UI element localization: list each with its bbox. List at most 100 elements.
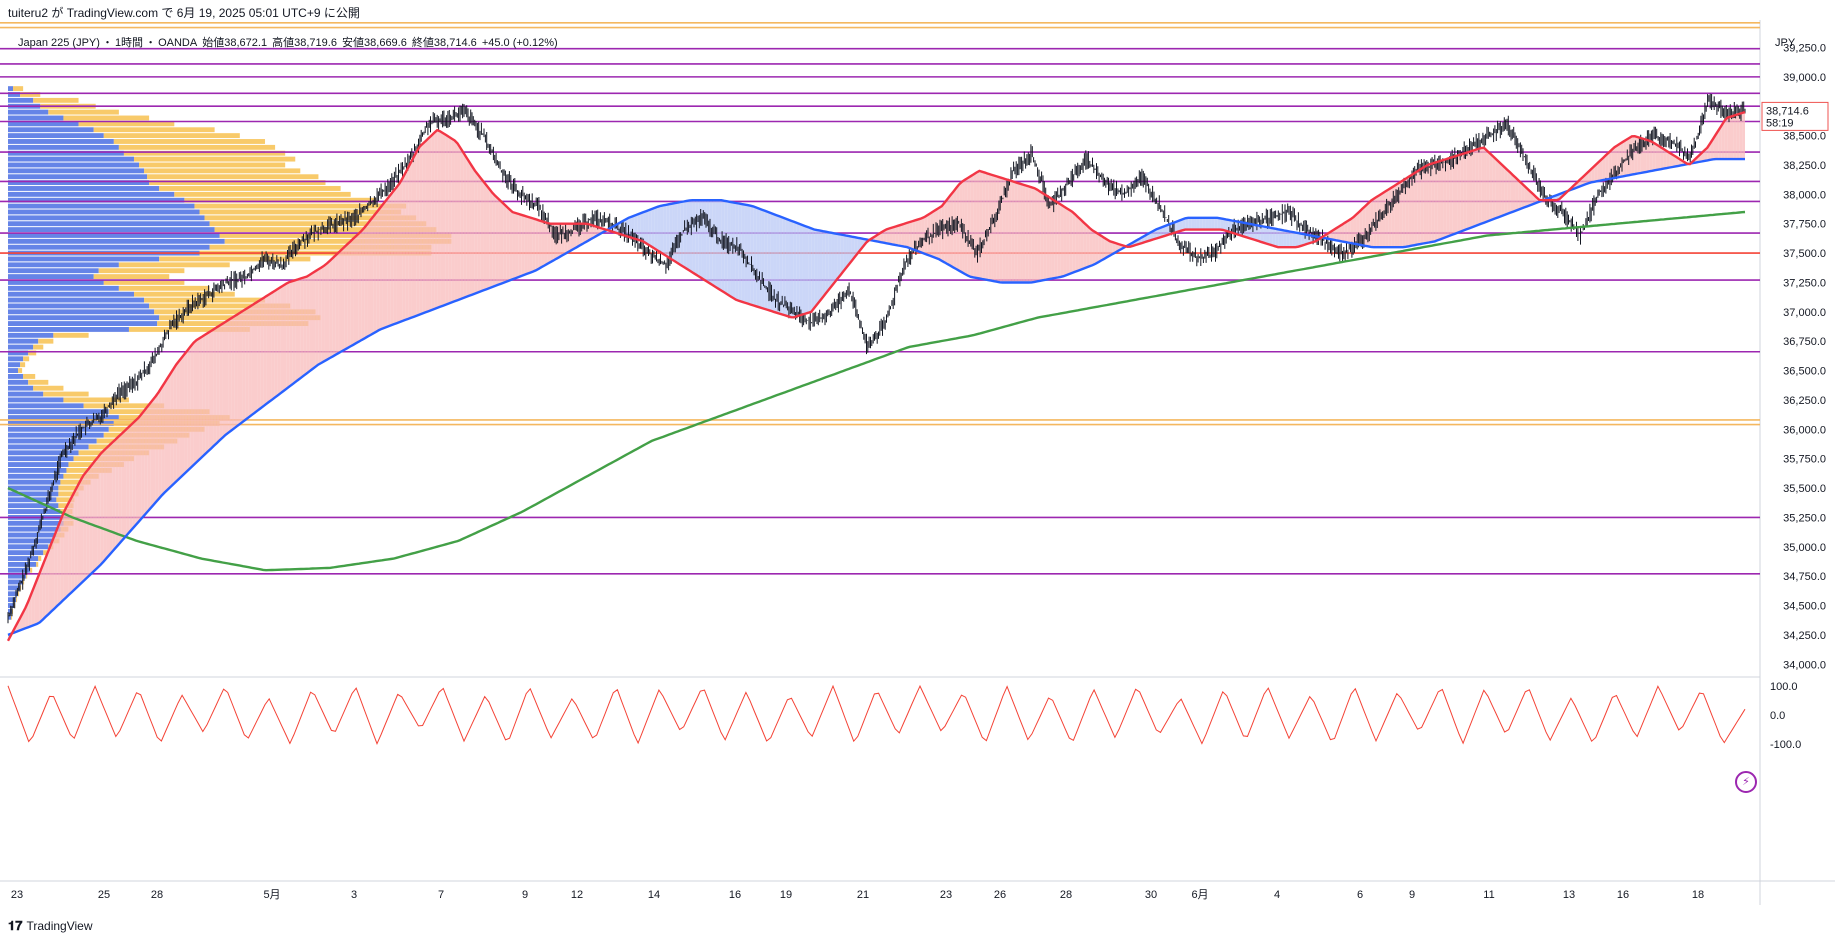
ma-band-fill <box>1411 173 1415 246</box>
volume-profile-buy <box>8 332 54 338</box>
ma-band-fill <box>1298 233 1302 247</box>
time-tick-label: 13 <box>1563 889 1575 901</box>
volume-profile-sell <box>209 221 427 227</box>
volume-profile-buy <box>8 397 64 403</box>
ma-band-fill <box>1730 115 1734 160</box>
ma-band-fill <box>1417 169 1421 245</box>
ma-band-fill <box>190 342 194 468</box>
ma-band-fill <box>1591 166 1595 183</box>
volume-profile-buy <box>8 532 57 538</box>
ma-band-fill <box>184 349 188 474</box>
ma-band-fill <box>135 417 139 526</box>
ma-band-fill <box>1049 197 1052 280</box>
volume-profile-buy <box>8 197 185 203</box>
ma-band-fill <box>1504 166 1508 216</box>
volume-profile-buy <box>8 467 67 473</box>
ma-band-fill <box>210 329 214 449</box>
ma-band-fill <box>509 209 513 281</box>
ma-band-fill <box>196 338 200 463</box>
interval-label[interactable]: 1時間 <box>114 37 144 49</box>
ma-band-fill <box>242 309 246 422</box>
volume-profile-buy <box>8 485 59 491</box>
ma-band-fill <box>1040 191 1044 281</box>
ma-band-fill <box>77 480 81 587</box>
volume-profile-buy <box>8 203 195 209</box>
ma-band-fill <box>379 205 383 331</box>
ma-band-fill <box>1426 164 1429 244</box>
volume-profile-buy <box>8 573 27 579</box>
volume-profile-sell <box>103 133 240 139</box>
volume-profile-buy <box>8 315 160 321</box>
ma-band-fill <box>213 327 217 446</box>
ma-band-fill <box>1266 227 1270 245</box>
oscillator-line <box>7 684 1746 746</box>
ma-band-fill <box>1301 233 1305 246</box>
time-tick-label: 9 <box>1409 889 1415 901</box>
volume-profile-buy <box>8 456 74 462</box>
currency-label[interactable]: JPY <box>1775 37 1796 49</box>
volume-profile-buy <box>8 268 99 274</box>
volume-profile-sell <box>20 362 26 368</box>
volume-profile-sell <box>53 332 89 338</box>
ma-band-fill <box>1672 154 1676 167</box>
ma-band-fill <box>286 282 290 389</box>
volume-profile-buy <box>8 350 29 356</box>
ma-band-fill <box>895 225 899 246</box>
volume-profile-sell <box>43 550 48 556</box>
ma-band-fill <box>759 208 762 309</box>
volume-profile-buy <box>8 321 158 327</box>
volume-profile-buy <box>8 391 44 397</box>
ma-band-fill <box>906 222 910 249</box>
volume-profile-sell <box>11 614 13 620</box>
ma-band-fill <box>750 205 754 306</box>
ma-band-fill <box>706 200 710 284</box>
ma-band-fill <box>1382 191 1386 248</box>
ma-band-fill <box>413 151 417 317</box>
ma-band-fill <box>1420 167 1424 245</box>
ma-band-fill <box>718 200 722 291</box>
ma-band-fill <box>1368 200 1371 247</box>
ma-band-fill <box>1057 202 1061 278</box>
symbol-name[interactable]: Japan 225 (JPY) <box>18 37 100 49</box>
ma-band-fill <box>263 296 267 407</box>
ma-band-fill <box>1025 185 1029 283</box>
volume-profile-sell <box>133 291 235 297</box>
ma-band-fill <box>1292 232 1296 248</box>
ma-band-fill <box>45 550 49 617</box>
ma-band-fill <box>1223 218 1226 231</box>
price-tick-label: 35,250.0 <box>1783 512 1826 524</box>
volume-profile-buy <box>8 139 114 144</box>
ma-band-fill <box>1742 112 1745 160</box>
ma-band-fill <box>1017 182 1021 283</box>
ma-band-fill <box>411 156 414 318</box>
lightning-icon[interactable]: ⚡ <box>1735 771 1757 793</box>
price-tick-label: 39,250.0 <box>1783 42 1826 54</box>
ma-band-fill <box>353 236 356 345</box>
volume-profile-buy <box>8 303 150 309</box>
volume-profile-sell <box>118 285 210 291</box>
volume-profile-sell <box>83 403 165 409</box>
time-tick-label: 18 <box>1692 889 1704 901</box>
ma-band-fill <box>103 447 107 562</box>
volume-profile-sell <box>33 344 44 350</box>
ma-band-fill <box>590 224 594 240</box>
ma-band-fill <box>489 189 493 289</box>
ma-band-fill <box>106 445 110 559</box>
ma-band-fill <box>1379 193 1383 248</box>
ma-band-fill <box>817 230 820 305</box>
open-value: 始値38,672.1 <box>202 37 268 49</box>
ma-band-fill <box>1373 196 1377 248</box>
ma-band-fill <box>199 336 203 460</box>
volume-profile-sell <box>147 174 319 180</box>
ma-band-fill <box>297 278 301 380</box>
ma-band-fill <box>181 353 185 477</box>
ma-band-fill <box>1278 229 1282 248</box>
volume-profile-buy <box>8 403 84 409</box>
ma-band-fill <box>1431 162 1435 242</box>
ma-band-fill <box>1080 219 1084 270</box>
volume-profile-buy <box>8 526 61 532</box>
ma-band-fill <box>176 360 180 482</box>
ma-band-fill <box>883 229 887 244</box>
ma-band-fill <box>115 436 119 549</box>
